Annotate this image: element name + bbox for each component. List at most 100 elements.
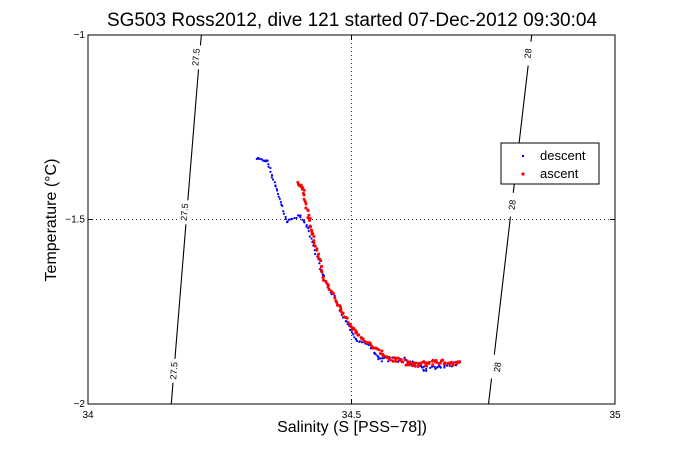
data-point-ascent <box>302 188 306 192</box>
grid-lines <box>88 35 615 404</box>
data-point-ascent <box>319 259 323 263</box>
data-point-ascent <box>302 197 306 201</box>
data-point-descent <box>287 218 291 221</box>
data-point-descent <box>307 227 310 230</box>
data-point-ascent <box>441 358 445 362</box>
data-point-descent <box>445 364 449 367</box>
data-point-ascent <box>335 303 339 307</box>
y-tick-label: −2 <box>74 399 86 410</box>
data-point-ascent <box>321 275 325 279</box>
data-point-descent <box>358 340 361 343</box>
data-point-descent <box>354 337 358 341</box>
data-point-ascent <box>333 296 337 300</box>
data-point-descent <box>282 210 285 213</box>
data-point-ascent <box>332 292 336 296</box>
data-point-ascent <box>451 361 455 365</box>
data-point-descent <box>278 197 281 200</box>
data-point-descent <box>293 217 296 220</box>
data-point-descent <box>422 369 425 372</box>
data-point-descent <box>275 187 278 191</box>
legend: descent ascent <box>500 142 600 185</box>
data-point-ascent <box>451 363 455 367</box>
axis-ticks <box>87 34 616 405</box>
data-point-descent <box>279 200 282 204</box>
data-point-descent <box>333 294 336 298</box>
contour-label-background <box>177 199 191 225</box>
data-point-descent <box>439 366 442 369</box>
data-point-ascent <box>311 232 315 236</box>
data-point-descent <box>310 237 313 240</box>
data-point-ascent <box>320 270 324 274</box>
data-point-descent <box>290 217 293 220</box>
data-point-descent <box>267 163 270 166</box>
x-tick-label: 35 <box>609 410 621 421</box>
contour-label: 28 <box>492 362 503 373</box>
data-point-descent <box>360 341 364 344</box>
data-point-descent <box>425 367 428 371</box>
data-point-ascent <box>306 216 310 220</box>
data-point-descent <box>295 216 298 220</box>
data-point-ascent <box>357 333 361 337</box>
data-point-descent <box>318 262 321 265</box>
data-point-ascent <box>411 361 415 365</box>
data-point-ascent <box>403 358 407 362</box>
data-point-ascent <box>378 352 382 356</box>
data-point-ascent <box>312 239 316 243</box>
contour-label-background <box>505 192 520 218</box>
data-point-descent <box>377 358 380 361</box>
data-point-descent <box>425 369 428 372</box>
data-point-descent <box>281 204 284 208</box>
data-point-descent <box>369 347 372 350</box>
data-point-ascent <box>316 255 320 259</box>
data-point-descent <box>305 225 308 228</box>
contour-label: 28 <box>522 48 533 59</box>
data-point-ascent <box>365 341 369 345</box>
data-point-descent <box>348 328 352 331</box>
data-point-ascent <box>303 200 307 204</box>
data-point-descent <box>267 165 270 168</box>
y-tick-label: −1 <box>74 30 86 41</box>
data-point-descent <box>438 364 441 367</box>
data-point-ascent <box>312 235 316 239</box>
data-point-ascent <box>394 357 398 361</box>
data-point-ascent <box>396 356 400 360</box>
data-point-ascent <box>352 327 356 331</box>
data-point-descent <box>355 339 359 343</box>
data-point-ascent <box>414 361 418 365</box>
data-point-descent <box>269 170 272 173</box>
data-point-ascent <box>443 362 447 366</box>
data-point-descent <box>271 178 275 181</box>
data-point-descent <box>273 181 276 184</box>
data-point-ascent <box>411 364 415 368</box>
contour-label-background <box>490 354 505 380</box>
data-point-descent <box>314 252 317 256</box>
legend-box <box>500 142 600 185</box>
data-point-ascent <box>339 307 343 311</box>
y-axis-label: Temperature (°C) <box>43 159 60 282</box>
data-point-ascent <box>308 218 312 222</box>
data-point-ascent <box>335 300 339 304</box>
data-point-ascent <box>304 202 308 206</box>
legend-label-descent: descent <box>540 148 586 163</box>
data-point-ascent <box>319 265 323 269</box>
data-point-descent <box>448 364 451 367</box>
data-point-descent <box>433 365 436 368</box>
data-point-ascent <box>300 185 304 189</box>
data-point-descent <box>284 215 287 219</box>
data-point-descent <box>286 220 289 223</box>
data-point-ascent <box>326 285 330 289</box>
data-point-ascent <box>424 364 428 368</box>
contour-label-background <box>189 44 203 70</box>
data-point-ascent <box>430 359 434 363</box>
data-point-ascent <box>418 361 422 365</box>
data-point-ascent <box>346 321 350 325</box>
data-point-ascent <box>407 363 411 367</box>
data-point-ascent <box>413 364 417 368</box>
data-point-ascent <box>307 213 311 217</box>
contour-label-background <box>167 358 181 384</box>
x-tick-label: 34.5 <box>342 410 362 421</box>
data-point-ascent <box>317 252 321 256</box>
data-point-descent <box>420 366 424 369</box>
data-point-descent <box>274 185 277 188</box>
data-point-descent <box>270 176 273 179</box>
